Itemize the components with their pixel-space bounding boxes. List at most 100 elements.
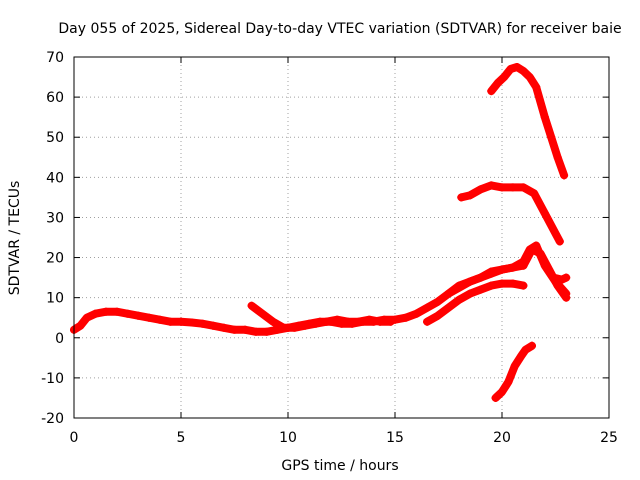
data-point (444, 303, 453, 312)
data-point (491, 393, 500, 402)
data-point (498, 183, 506, 192)
data-point (412, 309, 421, 318)
data-point (517, 351, 526, 360)
chart-title: Day 055 of 2025, Sidereal Day-to-day VTE… (58, 21, 621, 37)
y-tick-label: 20 (46, 251, 64, 267)
data-series-5 (519, 245, 571, 302)
data-series-8 (487, 63, 569, 180)
data-point (508, 263, 517, 272)
x-tick-label: 15 (386, 430, 404, 446)
x-tick-label: 5 (177, 430, 186, 446)
data-point (553, 153, 562, 162)
tick-layer: 0 5 10 15 20 25 -20 -10 0 10 20 30 40 50 60 70 (41, 50, 618, 446)
data-point (555, 237, 564, 246)
data-point (258, 309, 267, 318)
x-tick-label: 20 (493, 430, 511, 446)
data-point (487, 267, 496, 276)
y-tick-label: -10 (41, 371, 64, 387)
data-point (510, 361, 519, 370)
data-point (487, 281, 496, 290)
data-point (525, 73, 534, 82)
data-layer (70, 63, 571, 402)
data-point (386, 317, 395, 326)
data-point (333, 315, 342, 324)
data-point (530, 189, 539, 198)
data-point (465, 289, 474, 298)
data-point (532, 83, 541, 92)
data-point (504, 377, 513, 386)
data-point (553, 281, 562, 290)
data-point (166, 317, 175, 326)
data-point (498, 279, 506, 288)
y-tick-label: -20 (41, 411, 64, 427)
data-point (545, 265, 554, 274)
data-point (354, 317, 363, 326)
data-point (343, 317, 352, 326)
data-point (219, 323, 228, 332)
data-point (487, 181, 496, 190)
data-point (209, 321, 218, 330)
data-point (465, 191, 474, 200)
data-series-6 (549, 273, 571, 284)
data-point (301, 321, 310, 330)
data-point (102, 307, 111, 316)
data-point (144, 313, 153, 322)
data-point (519, 67, 528, 76)
y-tick-label: 70 (46, 50, 64, 66)
y-tick-label: 0 (55, 331, 64, 347)
data-point (493, 79, 502, 88)
data-point (455, 283, 464, 292)
x-axis-title: GPS time / hours (281, 458, 398, 474)
data-point (519, 281, 528, 290)
data-point (536, 249, 545, 258)
y-axis-title: SDTVAR / TECUs (7, 181, 23, 296)
data-point (549, 273, 558, 282)
data-series-9 (491, 341, 536, 402)
data-point (123, 309, 132, 318)
data-point (376, 317, 385, 326)
data-point (557, 275, 566, 284)
data-point (527, 341, 536, 350)
x-tick-label: 25 (600, 430, 618, 446)
data-point (519, 183, 528, 192)
data-point (187, 318, 196, 327)
data-point (487, 87, 496, 96)
x-tick-label: 0 (70, 430, 79, 446)
data-point (527, 245, 536, 254)
data-point (230, 325, 239, 334)
data-point (540, 113, 549, 122)
data-point (269, 317, 278, 326)
data-point (311, 319, 320, 328)
data-point (322, 317, 331, 326)
y-tick-label: 60 (46, 90, 64, 106)
data-point (476, 185, 485, 194)
data-point (198, 319, 207, 328)
data-point (401, 313, 410, 322)
data-point (457, 193, 466, 202)
y-tick-label: 10 (46, 291, 64, 307)
data-point (279, 323, 288, 332)
data-series-7 (457, 181, 564, 246)
data-point (423, 303, 432, 312)
data-point (262, 327, 271, 336)
data-point (551, 229, 560, 238)
data-point (498, 265, 506, 274)
data-point (547, 133, 556, 142)
data-series-2 (247, 301, 395, 332)
data-point (500, 73, 509, 82)
data-point (251, 327, 260, 336)
series-band (487, 63, 569, 180)
y-tick-label: 50 (46, 130, 64, 146)
data-point (560, 171, 569, 180)
data-point (498, 387, 506, 396)
data-point (247, 301, 256, 310)
data-point (177, 317, 185, 326)
data-point (76, 321, 85, 330)
data-point (508, 279, 517, 288)
data-point (465, 277, 474, 286)
data-point (155, 315, 164, 324)
data-point (562, 293, 571, 302)
data-point (476, 285, 485, 294)
data-point (512, 63, 521, 72)
